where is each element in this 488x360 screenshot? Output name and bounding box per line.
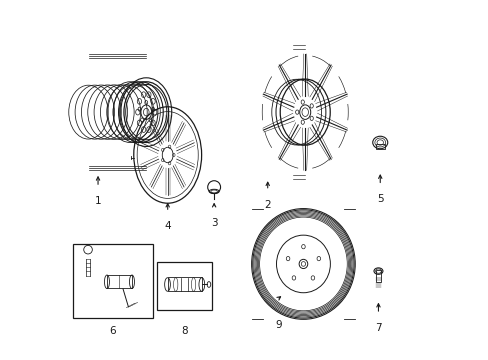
Bar bbox=[107, 275, 132, 288]
Text: 3: 3 bbox=[210, 217, 217, 228]
Bar bbox=[375, 270, 380, 282]
Text: 9: 9 bbox=[275, 320, 281, 330]
Text: 6: 6 bbox=[109, 326, 115, 336]
Bar bbox=[375, 144, 384, 149]
Bar bbox=[157, 262, 212, 310]
Bar bbox=[73, 244, 153, 318]
Text: 4: 4 bbox=[164, 221, 171, 231]
Text: 8: 8 bbox=[181, 326, 188, 336]
Text: 2: 2 bbox=[264, 200, 270, 210]
Text: 7: 7 bbox=[374, 323, 381, 333]
Text: 5: 5 bbox=[376, 194, 383, 204]
Text: 1: 1 bbox=[95, 196, 101, 206]
Bar bbox=[167, 277, 202, 291]
